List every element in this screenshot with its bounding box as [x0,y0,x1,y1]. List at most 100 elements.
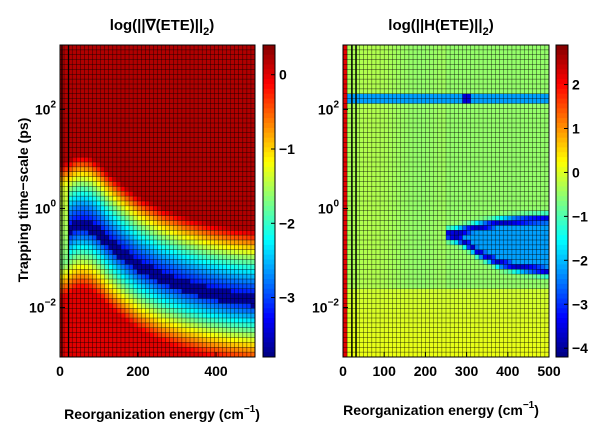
heatmap-cell [194,347,199,353]
heatmap-cell [421,171,426,177]
heatmap-cell [238,347,244,353]
heatmap-cell [246,220,252,226]
heatmap-cell [104,259,110,265]
heatmap-cell [367,249,373,255]
heatmap-cell [347,157,352,163]
heatmap-cell [173,84,179,90]
heatmap-cell [80,103,85,109]
heatmap-cell [80,147,85,153]
heatmap-cell [161,69,166,75]
heatmap-cell [421,313,426,319]
heatmap-cell [347,322,352,329]
heatmap-cell [190,269,195,275]
heatmap-cell [250,64,256,70]
heatmap-cell [343,235,348,241]
heatmap-cell [72,298,77,304]
heatmap-cell [141,108,146,114]
y-tick-label: 102 [35,99,57,117]
heatmap-cell [173,176,179,182]
heatmap-cell [446,249,451,255]
heatmap-cell [149,352,154,358]
heatmap-cell [429,152,434,158]
heatmap-cell [380,313,385,319]
heatmap-cell [437,220,443,226]
heatmap-cell [173,215,179,221]
heatmap-cell [149,210,154,216]
colorbar-segment [263,327,275,334]
heatmap-cell [100,337,105,343]
heatmap-cell [396,322,401,329]
heatmap-cell [234,98,240,104]
heatmap-cell [454,274,459,280]
heatmap-cell [446,79,451,85]
heatmap-cell [441,191,447,197]
heatmap-cell [202,303,207,309]
heatmap-cell [408,127,414,134]
heatmap-cell [400,322,406,329]
heatmap-cell [351,98,356,104]
heatmap-cell [214,157,219,163]
heatmap-cell [141,201,146,207]
heatmap-cell [454,240,459,246]
heatmap-cell [343,74,348,80]
heatmap-cell [157,103,162,109]
heatmap-cell [234,123,240,129]
heatmap-cell [421,249,426,255]
heatmap-cell [375,93,381,99]
heatmap-cell [68,69,73,75]
heatmap-cell [242,254,248,260]
heatmap-cell [112,59,118,65]
heatmap-cell [137,196,142,202]
heatmap-cell [149,240,154,246]
heatmap-cell [363,313,369,319]
heatmap-cell [145,249,150,255]
heatmap-cell [234,152,240,158]
heatmap-cell [425,332,430,338]
heatmap-cell [116,318,122,324]
heatmap-cell [234,244,240,251]
heatmap-cell [363,327,369,333]
heatmap-cell [214,230,219,236]
heatmap-cell [392,162,397,168]
heatmap-cell [351,313,356,319]
heatmap-cell [64,279,69,285]
heatmap-cell [76,74,81,80]
heatmap-cell [72,74,77,80]
heatmap-cell [392,93,397,99]
heatmap-cell [214,123,219,129]
heatmap-cell [454,147,459,153]
heatmap-cell [250,113,256,119]
heatmap-cell [96,64,101,70]
heatmap-cell [230,49,235,56]
heatmap-cell [421,84,426,90]
heatmap-cell [404,249,410,255]
heatmap-cell [408,235,414,241]
heatmap-cell [72,59,77,65]
heatmap-cell [408,108,414,114]
heatmap-cell [351,166,356,173]
heatmap-cell [417,162,422,168]
heatmap-cell [137,176,142,182]
heatmap-cell [68,49,73,56]
heatmap-cell [161,162,166,168]
heatmap-cell [194,313,199,319]
heatmap-cell [169,132,175,138]
heatmap-cell [425,352,430,358]
heatmap-cell [450,118,455,124]
heatmap-cell [234,54,240,60]
heatmap-cell [400,274,406,280]
heatmap-cell [202,332,207,338]
heatmap-cell [384,64,389,70]
heatmap-cell [169,240,175,246]
heatmap-cell [190,205,195,212]
heatmap-cell [347,74,352,80]
heatmap-cell [125,337,130,343]
heatmap-cell [185,225,191,231]
heatmap-cell [72,249,77,255]
heatmap-cell [177,127,183,134]
heatmap-cell [441,196,447,202]
heatmap-cell [84,74,89,80]
heatmap-cell [437,166,443,173]
heatmap-cell [108,88,114,95]
heatmap-cell [226,264,231,270]
